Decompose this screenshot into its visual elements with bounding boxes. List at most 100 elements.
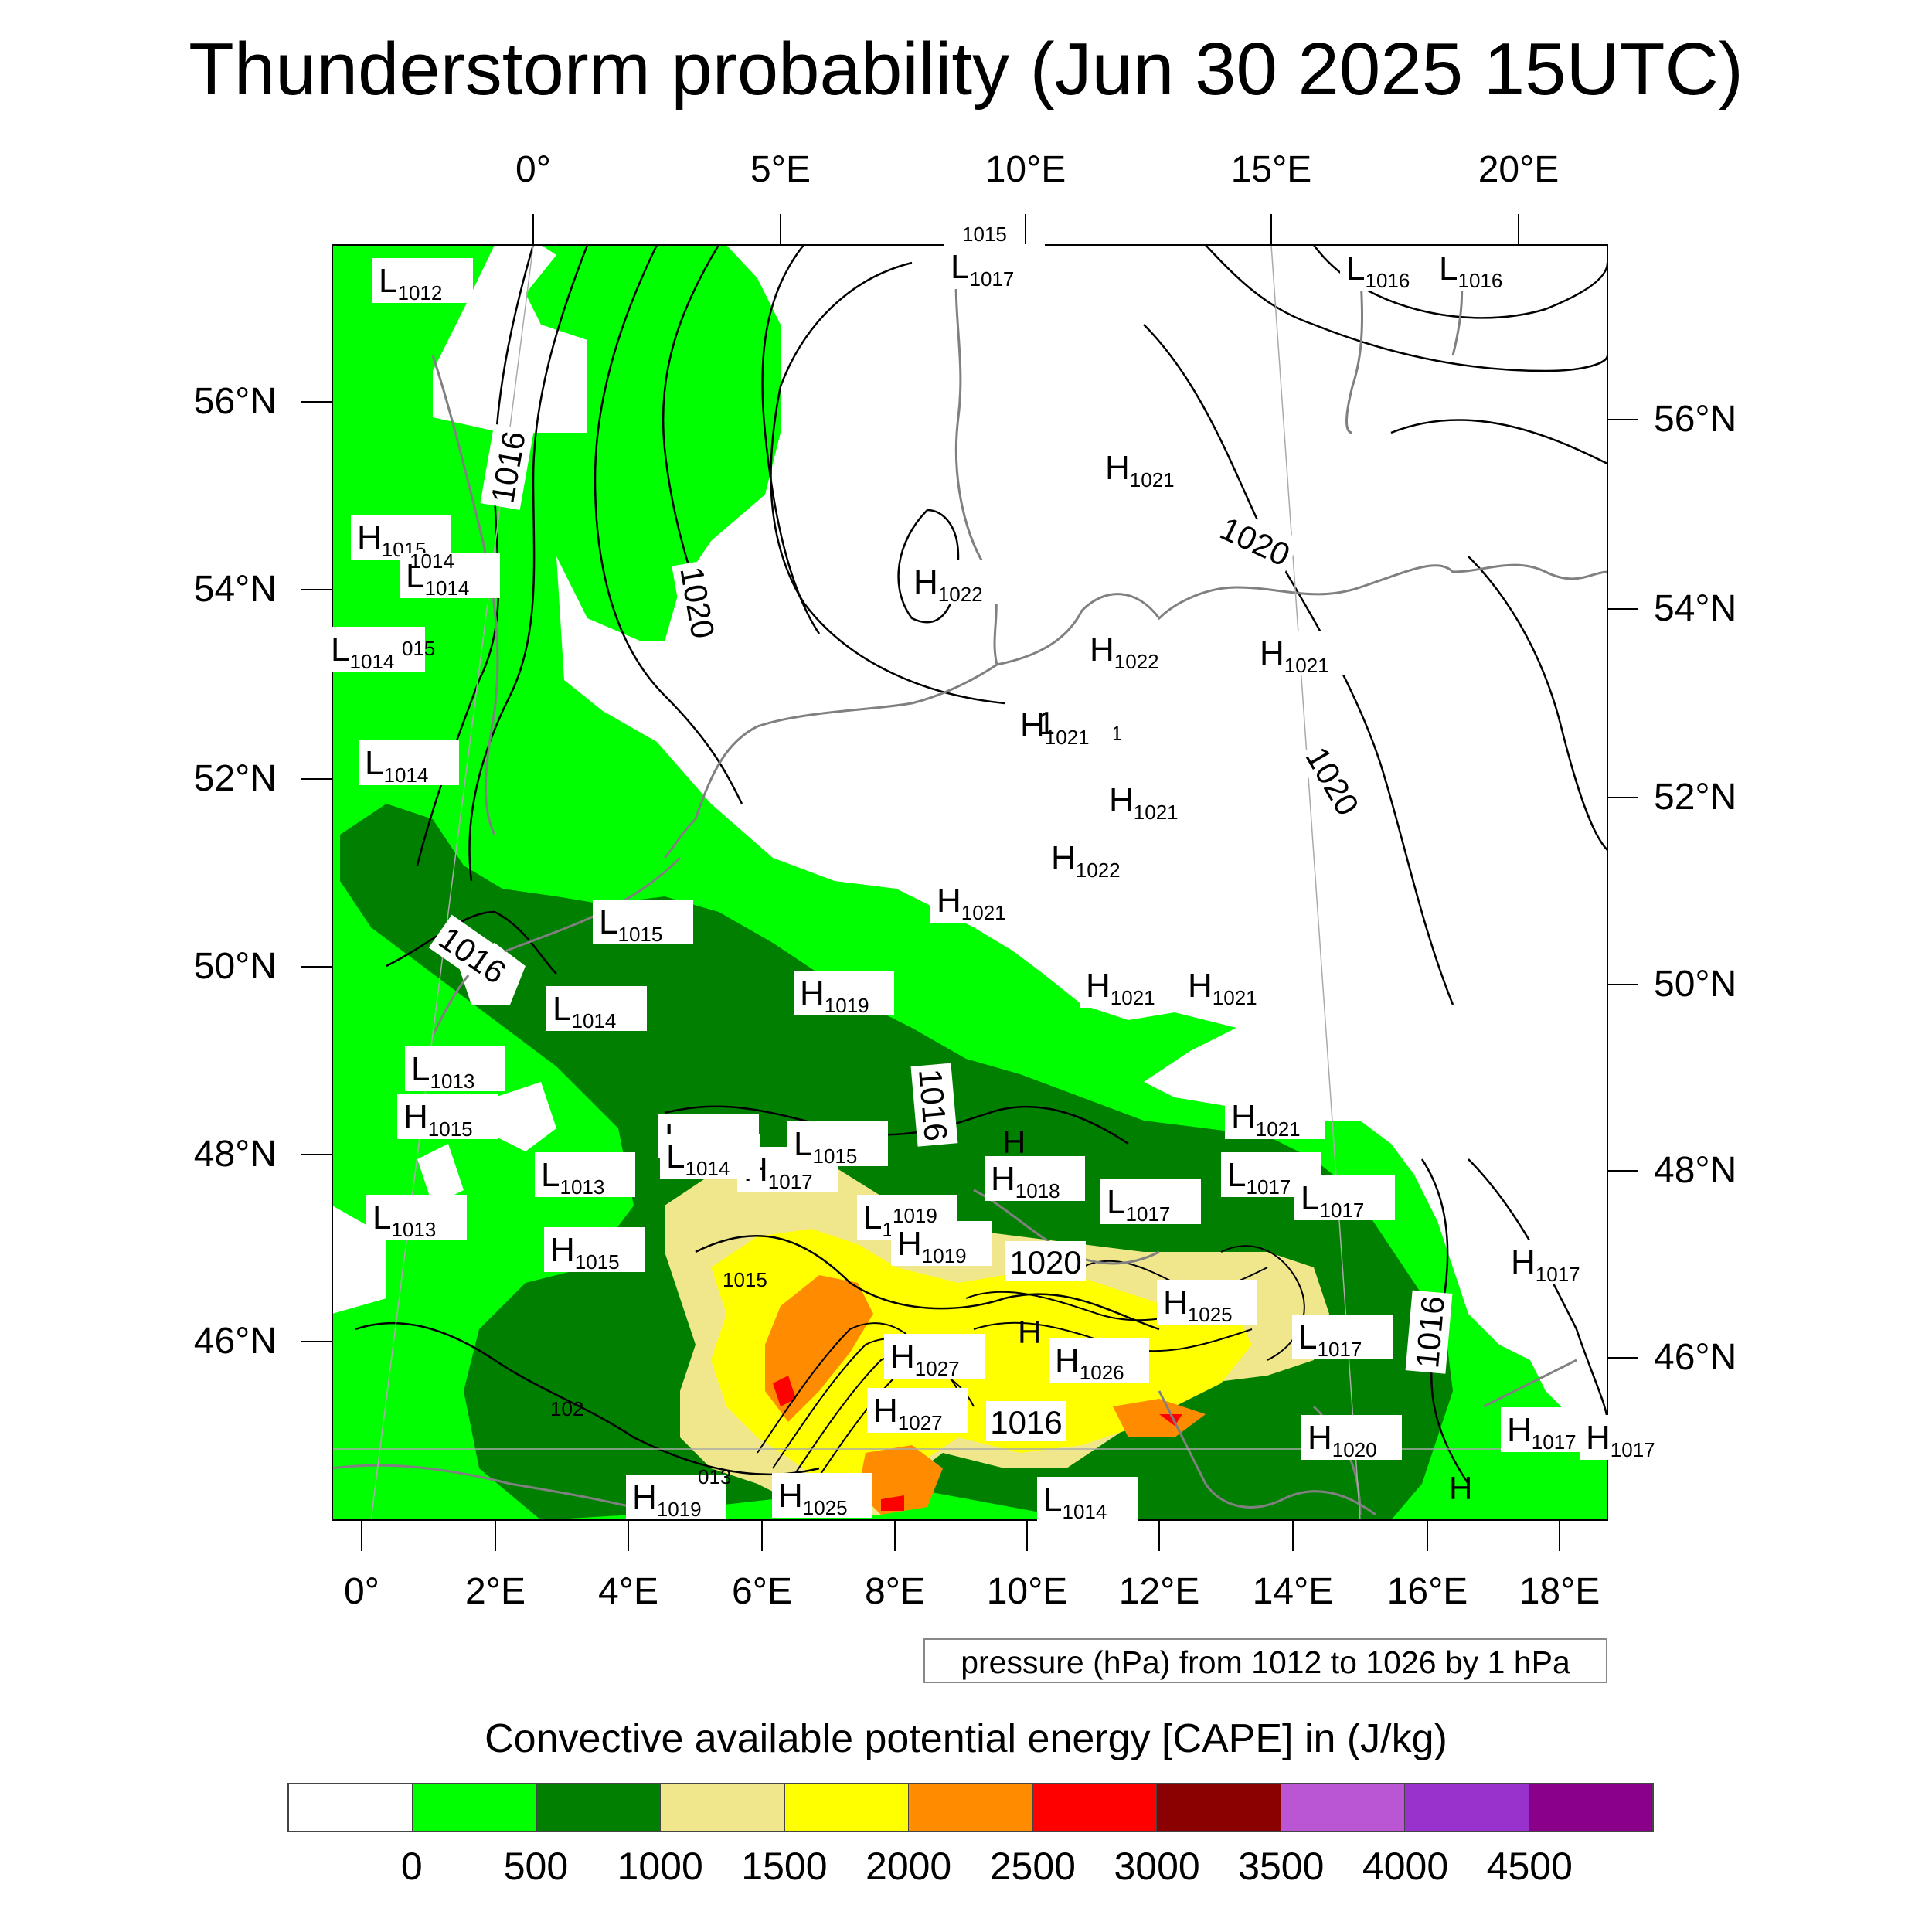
high-pressure-label: H1022 xyxy=(1083,627,1184,673)
colorbar-tick-label: 4500 xyxy=(1486,1845,1573,1888)
colorbar-tick-label: 1000 xyxy=(617,1845,703,1888)
high-pressure-label: H1027 xyxy=(884,1334,985,1380)
svg-text:H1018: H1018 xyxy=(991,1160,1060,1202)
high-pressure-label: H1025 xyxy=(1157,1280,1257,1326)
right-lat-label: 48°N xyxy=(1654,1150,1737,1191)
high-pressure-label: H1021 xyxy=(1080,963,1180,1009)
partial-pressure-label: H xyxy=(1449,1470,1472,1506)
left-lat-label: 48°N xyxy=(193,1134,277,1175)
high-pressure-label: H1021 xyxy=(1099,445,1199,492)
svg-text:H1017: H1017 xyxy=(1586,1419,1655,1461)
svg-text:H1021: H1021 xyxy=(1231,1098,1301,1141)
colorbar-segment xyxy=(909,1784,1033,1831)
svg-text:H1022: H1022 xyxy=(1090,631,1159,673)
high-pressure-label: H1018 xyxy=(985,1156,1085,1202)
pressure-centers: L1012H1015L1014L1014L1014L1015L1014L1013… xyxy=(325,223,1680,1523)
high-pressure-label: H1019 xyxy=(891,1221,992,1267)
top-lon-label: 0° xyxy=(515,149,551,190)
colorbar-tick-label: 500 xyxy=(503,1845,569,1888)
high-pressure-label: H1021 xyxy=(1225,1094,1325,1141)
svg-text:H1015: H1015 xyxy=(550,1231,620,1274)
bottom-lon-label: 8°E xyxy=(865,1571,925,1612)
svg-text:L1014: L1014 xyxy=(365,744,428,787)
svg-text:H1019: H1019 xyxy=(897,1225,967,1267)
left-lat-label: 54°N xyxy=(193,569,277,610)
left-lat-label: 56°N xyxy=(193,381,277,422)
svg-text:L1014: L1014 xyxy=(406,557,469,600)
svg-text:L1013: L1013 xyxy=(372,1199,436,1241)
svg-text:L1016: L1016 xyxy=(1439,250,1502,292)
svg-text:H1021: H1021 xyxy=(1109,781,1179,824)
low-pressure-label: L1013 xyxy=(366,1195,467,1241)
svg-text:H1020: H1020 xyxy=(1308,1419,1377,1461)
partial-pressure-label: H xyxy=(1018,1314,1041,1350)
bottom-lon-label: 4°E xyxy=(598,1571,658,1612)
isobar-label: 1016 xyxy=(912,1067,954,1142)
low-pressure-label: L1015 xyxy=(593,900,693,946)
isobar-label: 1016 xyxy=(990,1404,1062,1440)
svg-text:H1027: H1027 xyxy=(873,1392,943,1434)
high-pressure-label: H1021 xyxy=(1182,963,1282,1009)
svg-text:L1015: L1015 xyxy=(599,903,662,946)
colorbar-tick-label: 3500 xyxy=(1238,1845,1325,1888)
high-pressure-label: H1017 xyxy=(1580,1415,1680,1461)
high-pressure-label: H1022 xyxy=(1045,835,1145,882)
svg-text:L1012: L1012 xyxy=(379,262,442,304)
svg-text:L1013: L1013 xyxy=(541,1156,604,1199)
tick-marks xyxy=(301,214,1638,1551)
svg-text:H1015: H1015 xyxy=(403,1098,473,1141)
svg-text:H1025: H1025 xyxy=(778,1477,848,1519)
low-pressure-label: L1017 xyxy=(944,244,1045,291)
partial-pressure-label: 015 xyxy=(402,637,435,660)
svg-text:H1021: H1021 xyxy=(1105,449,1175,492)
colorbar-segment xyxy=(289,1784,413,1831)
high-pressure-label: H1025 xyxy=(772,1473,872,1519)
colorbar-segment xyxy=(1529,1784,1652,1831)
top-lon-label: 10°E xyxy=(985,149,1066,190)
isobar-label: 1016 xyxy=(1409,1294,1451,1369)
svg-text:H1017: H1017 xyxy=(1511,1243,1580,1286)
svg-text:H1021: H1021 xyxy=(1260,634,1329,677)
colorbar-title: Convective available potential energy [C… xyxy=(485,1716,1447,1761)
svg-text:L1014: L1014 xyxy=(666,1138,730,1180)
svg-text:H1021: H1021 xyxy=(1020,706,1090,749)
cape-zone-2000-2500 xyxy=(765,1275,1206,1515)
right-lat-label: 50°N xyxy=(1654,964,1737,1005)
colorbar-segment xyxy=(1281,1784,1406,1831)
svg-text:L1014: L1014 xyxy=(1043,1481,1107,1523)
svg-text:H1022: H1022 xyxy=(1051,839,1121,882)
colorbar-tick-label: 1500 xyxy=(741,1845,828,1888)
svg-text:H1021: H1021 xyxy=(1086,967,1155,1009)
high-pressure-label: H1021 xyxy=(1253,631,1354,677)
colorbar-tick-label: 3000 xyxy=(1114,1845,1200,1888)
top-lon-label: 20°E xyxy=(1478,149,1560,190)
low-pressure-label: L1014 xyxy=(325,627,425,673)
high-pressure-label: H1021 xyxy=(1014,702,1114,749)
right-lat-label: 56°N xyxy=(1654,399,1737,440)
chart-title: Thunderstorm probability (Jun 30 2025 15… xyxy=(189,28,1743,111)
partial-pressure-label: 1019 xyxy=(893,1204,937,1227)
svg-text:L1015: L1015 xyxy=(794,1125,857,1168)
svg-text:L1016: L1016 xyxy=(1346,250,1410,292)
svg-text:H1017: H1017 xyxy=(1507,1411,1577,1454)
colorbar-segment xyxy=(784,1784,910,1831)
isobar-label: 1020 xyxy=(1009,1244,1081,1281)
colorbar-segment xyxy=(413,1784,537,1831)
partial-pressure-label: 1 xyxy=(1037,705,1055,741)
low-pressure-label: L1016 xyxy=(1340,246,1440,292)
svg-text:L1017: L1017 xyxy=(951,248,1014,291)
pressure-note: pressure (hPa) from 1012 to 1026 by 1 hP… xyxy=(923,1638,1607,1683)
high-pressure-label: H1019 xyxy=(626,1475,726,1521)
left-lat-label: 50°N xyxy=(193,946,277,987)
low-pressure-label: L1014 xyxy=(1037,1477,1138,1523)
high-pressure-label: H1021 xyxy=(1103,777,1203,824)
svg-text:L1014: L1014 xyxy=(331,631,394,673)
high-pressure-label: H1015 xyxy=(397,1094,498,1141)
low-pressure-label: L1013 xyxy=(535,1152,635,1199)
svg-text:H1019: H1019 xyxy=(800,975,869,1017)
low-pressure-label: L1017 xyxy=(1100,1179,1201,1226)
high-pressure-label: H1020 xyxy=(1301,1415,1402,1461)
colorbar-segment xyxy=(536,1784,662,1831)
bottom-lon-label: 12°E xyxy=(1118,1571,1200,1612)
